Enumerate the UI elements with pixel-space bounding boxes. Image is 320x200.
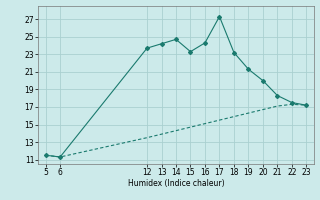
X-axis label: Humidex (Indice chaleur): Humidex (Indice chaleur) [128,179,224,188]
